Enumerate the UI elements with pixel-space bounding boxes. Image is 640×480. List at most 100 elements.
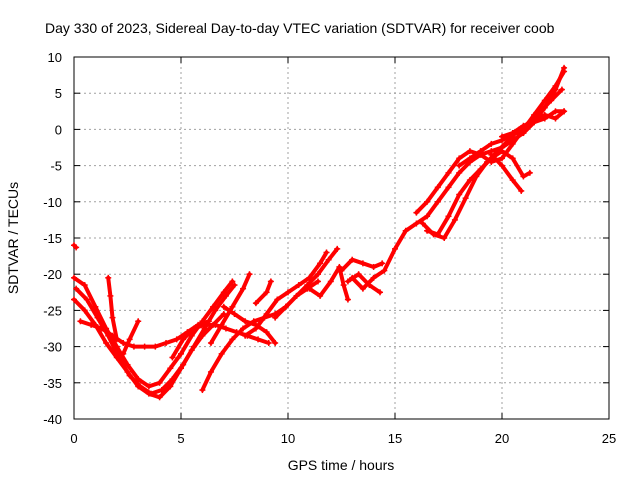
data-point bbox=[207, 339, 214, 346]
data-point bbox=[252, 325, 259, 332]
data-point bbox=[272, 339, 279, 346]
data-point bbox=[349, 274, 356, 281]
x-tick-label: 10 bbox=[281, 431, 295, 446]
data-point bbox=[242, 332, 249, 339]
data-point bbox=[124, 361, 131, 368]
data-point bbox=[306, 274, 313, 281]
x-tick-label: 0 bbox=[70, 431, 77, 446]
axis-ticks: 0 5 10 15 20 25 10 5 0 -5 -10 -15 -20 -25 -30 -35 -40 bbox=[43, 50, 616, 446]
series-track-22 bbox=[489, 152, 524, 193]
data-point bbox=[188, 332, 195, 339]
data-point bbox=[434, 231, 441, 238]
data-point bbox=[541, 111, 548, 118]
data-point bbox=[282, 303, 289, 310]
data-point bbox=[488, 140, 495, 147]
data-point bbox=[218, 350, 225, 357]
data-point bbox=[220, 289, 227, 296]
data-point bbox=[419, 220, 426, 227]
data-point bbox=[145, 390, 152, 397]
data-point bbox=[81, 282, 88, 289]
data-point bbox=[317, 260, 324, 267]
data-point bbox=[344, 296, 351, 303]
data-point bbox=[359, 260, 366, 267]
data-point bbox=[327, 278, 334, 285]
data-point bbox=[263, 289, 270, 296]
data-point bbox=[499, 162, 505, 169]
data-point bbox=[317, 292, 324, 299]
data-point bbox=[231, 282, 238, 289]
data-point bbox=[167, 365, 174, 372]
data-point bbox=[156, 394, 163, 401]
data-point bbox=[178, 350, 184, 357]
data-point bbox=[561, 68, 568, 75]
data-point bbox=[499, 133, 505, 140]
data-point bbox=[325, 256, 332, 263]
data-point bbox=[240, 285, 247, 292]
data-point bbox=[105, 274, 112, 281]
data-point bbox=[499, 148, 505, 155]
data-point bbox=[370, 263, 377, 270]
y-tick-label: -40 bbox=[43, 412, 62, 427]
data-point bbox=[231, 311, 238, 318]
data-point bbox=[265, 339, 272, 346]
data-point bbox=[462, 195, 469, 202]
data-point bbox=[377, 289, 384, 296]
data-point bbox=[152, 343, 159, 350]
y-tick-label: -5 bbox=[50, 159, 62, 174]
data-point bbox=[83, 296, 90, 303]
data-point bbox=[413, 209, 420, 216]
data-point bbox=[477, 166, 484, 173]
data-point bbox=[180, 336, 187, 343]
data-point bbox=[103, 339, 110, 346]
data-point bbox=[130, 343, 137, 350]
data-point bbox=[359, 285, 366, 292]
data-point bbox=[552, 82, 559, 89]
grid bbox=[74, 57, 609, 419]
data-point bbox=[218, 321, 225, 328]
data-point bbox=[531, 119, 538, 126]
y-tick-label: -30 bbox=[43, 340, 62, 355]
data-point bbox=[445, 169, 452, 176]
x-tick-label: 5 bbox=[177, 431, 184, 446]
data-point bbox=[334, 245, 341, 252]
data-point bbox=[336, 263, 343, 270]
data-point bbox=[135, 318, 142, 325]
data-point bbox=[518, 187, 525, 194]
data-point bbox=[73, 285, 80, 292]
data-point bbox=[81, 307, 88, 314]
data-point bbox=[156, 379, 163, 386]
data-point bbox=[466, 177, 473, 184]
data-point bbox=[94, 314, 101, 321]
data-point bbox=[381, 267, 388, 274]
data-point bbox=[126, 336, 133, 343]
data-point bbox=[71, 296, 77, 303]
data-point bbox=[509, 177, 516, 184]
data-point bbox=[509, 130, 516, 137]
data-point bbox=[413, 220, 420, 227]
data-point bbox=[207, 368, 214, 375]
data-point bbox=[135, 383, 142, 390]
x-tick-label: 15 bbox=[388, 431, 402, 446]
data-point bbox=[272, 314, 279, 321]
data-point bbox=[109, 314, 116, 321]
series-track-2 bbox=[74, 283, 237, 396]
data-point bbox=[210, 303, 217, 310]
data-point bbox=[135, 376, 142, 383]
data-point bbox=[246, 271, 253, 278]
data-point bbox=[274, 296, 281, 303]
data-point bbox=[509, 140, 516, 147]
y-tick-label: 10 bbox=[48, 50, 62, 65]
data-point bbox=[552, 115, 559, 122]
x-tick-label: 25 bbox=[602, 431, 616, 446]
data-point bbox=[212, 321, 219, 328]
data-point bbox=[338, 267, 345, 274]
data-point bbox=[120, 339, 127, 346]
data-point bbox=[379, 260, 386, 267]
data-point bbox=[240, 325, 247, 332]
data-point bbox=[541, 97, 548, 104]
data-point bbox=[323, 249, 330, 256]
data-point bbox=[88, 321, 95, 328]
data-point bbox=[451, 216, 458, 223]
data-point bbox=[199, 387, 206, 394]
x-axis-title: GPS time / hours bbox=[288, 457, 395, 473]
